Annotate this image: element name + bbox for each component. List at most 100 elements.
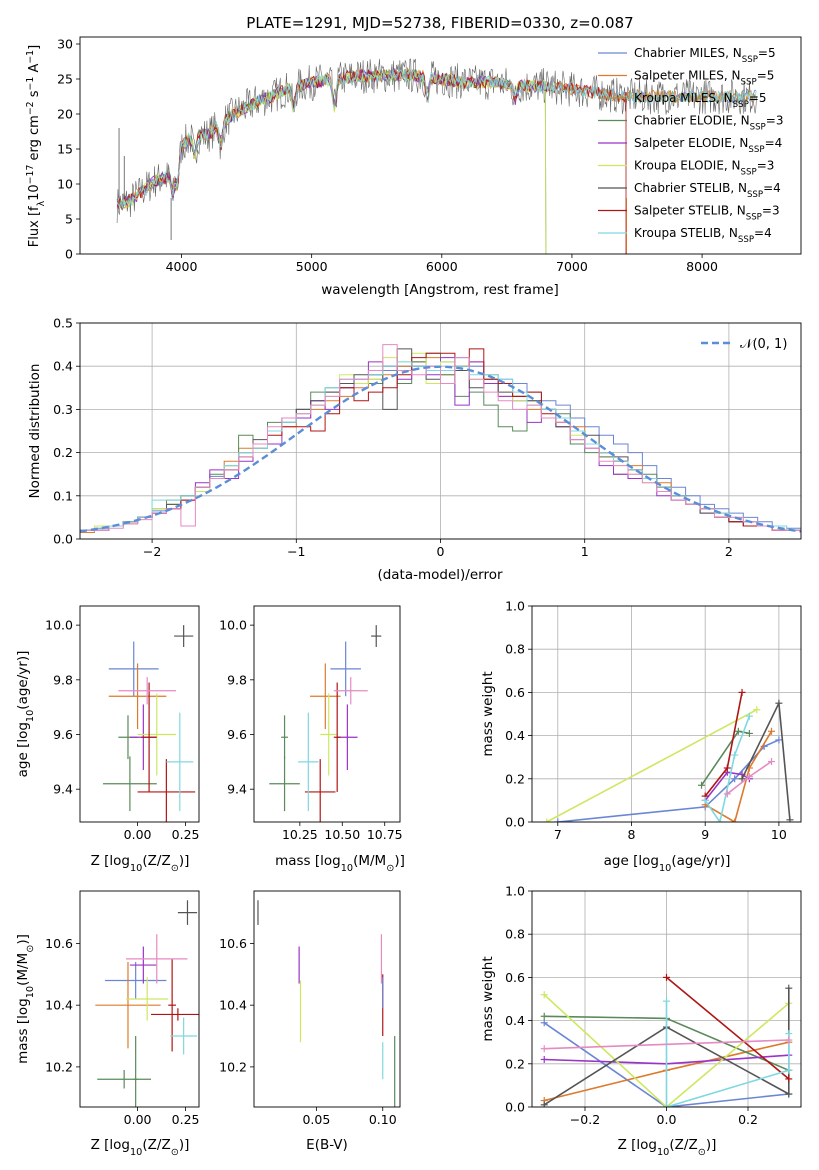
series-line	[543, 994, 790, 1107]
series-line	[665, 976, 790, 1080]
y-tick-label: 0.2	[505, 771, 525, 786]
series-line	[704, 715, 751, 822]
y-tick-label: 0.1	[53, 488, 73, 503]
spectrum-line-chabrier-stelib	[116, 58, 757, 224]
axes-frame	[79, 322, 802, 540]
x-tick-label: 0.25	[172, 1112, 200, 1127]
age_vs_Z-points	[103, 625, 196, 822]
x-axis-label: wavelength [Angstrom, rest frame]	[321, 282, 559, 298]
legend-entry: Kroupa STELIB, NSSP=4	[634, 226, 772, 245]
y-tick-label: 10.4	[45, 998, 73, 1013]
mass_vs_ebv-points	[257, 900, 396, 1107]
massweight_vs_age-axes: 7 8 9 10 0.0 0.2 0.4 0.6 0.8 1.0	[505, 599, 801, 842]
y-tick-label: 0.4	[53, 359, 73, 374]
y-tick-label: 0.6	[505, 970, 525, 985]
y-tick-label: 20	[57, 107, 73, 122]
histograms	[80, 344, 801, 539]
mass_vs_Z-axes: 0.00 0.25 10.2 10.4 10.6	[45, 936, 199, 1127]
series-line	[741, 700, 791, 820]
age_vs_mass-axes: 10.25 10.50 10.75 9.4 9.6 9.8 10.0	[219, 618, 402, 842]
y-tick-label: 10	[57, 177, 73, 192]
spectrum-line-salpeter-elodie	[116, 67, 546, 209]
legend-entry: Salpeter MILES, NSSP=5	[634, 69, 774, 88]
spectrum-line-salpeter-stelib	[116, 69, 627, 254]
x-tick-label: −2	[143, 544, 161, 559]
mass_vs_Z-points	[95, 900, 199, 1107]
y-tick-label: 10.6	[45, 936, 73, 951]
x-axis-label: Z [log10(Z/Z⊙)]	[91, 853, 190, 874]
y-tick-label: 1.0	[505, 884, 525, 899]
x-axis-label: Z [log10(Z/Z⊙)]	[618, 1137, 717, 1158]
x-tick-label: 0.00	[124, 827, 152, 842]
series-line	[704, 771, 750, 801]
series-line	[704, 730, 773, 822]
legend-entry: Chabrier ELODIE, NSSP=3	[634, 114, 783, 133]
legend-label-normal: 𝒩(0, 1)	[740, 337, 787, 352]
normal-curve	[80, 365, 801, 533]
y-axis-label: mass [log10(M/M⊙)]	[15, 934, 36, 1064]
x-tick-label: −0.2	[570, 1112, 600, 1127]
y-tick-label: 0.2	[53, 445, 73, 460]
massweight_vs_age-series	[543, 688, 794, 822]
x-tick-label: 0.0	[657, 1112, 677, 1127]
x-axis-label: E(B-V)	[306, 1137, 348, 1153]
y-tick-label: 10.6	[219, 936, 247, 951]
y-tick-label: 0.4	[505, 1013, 525, 1028]
legend-entry: Salpeter STELIB, NSSP=3	[634, 204, 780, 223]
y-tick-label: 0.5	[53, 316, 73, 331]
series-line	[546, 708, 758, 822]
legend-entry: Kroupa MILES, NSSP=5	[634, 91, 767, 110]
x-tick-label: 1	[581, 544, 589, 559]
x-axis-label: age [log10(age/yr)]	[604, 853, 731, 874]
x-tick-label: 4000	[166, 259, 198, 274]
axes-frame	[79, 36, 802, 255]
y-tick-label: 9.8	[227, 672, 247, 687]
legend-entry: Salpeter ELODIE, NSSP=4	[634, 136, 782, 155]
y-axis-label: Flux [fλ10−17 erg cm−2 s−1 A−1]	[25, 45, 47, 247]
x-tick-label: 0.10	[369, 1112, 397, 1127]
y-axis-label: age [log10(age/yr)]	[15, 651, 36, 778]
spectrum-axes: 4000 5000 6000 7000 8000 0 5 10 15 20 25 30	[57, 37, 718, 275]
x-tick-label: 0	[437, 544, 445, 559]
x-axis-label: mass [log10(M/M⊙)]	[275, 853, 405, 874]
axes-frame	[253, 605, 401, 823]
axes-frame	[253, 890, 401, 1108]
y-tick-label: 1.0	[505, 599, 525, 614]
x-tick-label: 10.25	[282, 827, 318, 842]
x-tick-label: 5000	[296, 259, 328, 274]
x-tick-label: 7	[554, 827, 562, 842]
x-tick-label: 7000	[556, 259, 588, 274]
y-axis-label: mass weight	[480, 671, 496, 756]
y-tick-label: 0.2	[505, 1056, 525, 1071]
y-tick-label: 25	[57, 72, 73, 87]
y-tick-label: 0.6	[505, 685, 525, 700]
x-tick-label: 10.75	[367, 827, 403, 842]
y-tick-label: 9.6	[53, 727, 73, 742]
legend-entry: Kroupa ELODIE, NSSP=3	[634, 159, 774, 178]
age_vs_Z-axes: 0.00 0.25 9.4 9.6 9.8 10.0	[45, 618, 199, 842]
x-tick-label: 10.50	[324, 827, 360, 842]
y-tick-label: 9.8	[53, 672, 73, 687]
x-tick-label: 0.05	[302, 1112, 330, 1127]
x-tick-label: 8000	[686, 259, 718, 274]
y-tick-label: 0.8	[505, 927, 525, 942]
y-tick-label: 0.3	[53, 402, 73, 417]
y-tick-label: 10.0	[45, 618, 73, 633]
axes-frame	[79, 890, 200, 1108]
spectrum-line-kroupa-stelib	[116, 68, 757, 209]
y-tick-label: 0	[65, 247, 73, 262]
x-tick-label: 9	[701, 827, 709, 842]
mass_vs_ebv-axes: 0.05 0.10 10.2 10.4 10.6	[219, 936, 397, 1127]
massweight_vs_Z-series	[540, 973, 793, 1107]
x-axis-label: (data-model)/error	[377, 567, 503, 583]
series-line	[544, 1039, 789, 1050]
y-tick-label: 10.2	[45, 1059, 73, 1074]
x-tick-label: 0.25	[172, 827, 200, 842]
y-tick-label: 10.2	[219, 1059, 247, 1074]
y-tick-label: 0.0	[505, 1100, 525, 1115]
series-line	[704, 692, 743, 797]
x-tick-label: 8	[628, 827, 636, 842]
x-tick-label: 10	[771, 827, 787, 842]
y-tick-label: 9.4	[53, 782, 73, 797]
